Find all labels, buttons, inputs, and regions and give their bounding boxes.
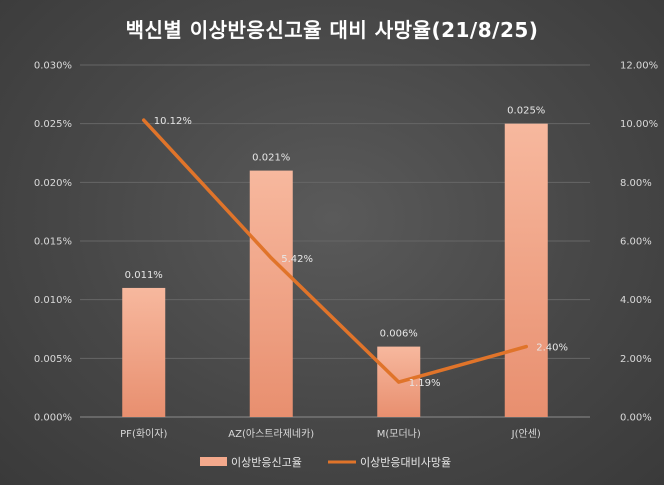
legend-label: 이상반응신고율 (231, 456, 302, 469)
y-left-tick-label: 0.030% (34, 61, 72, 72)
y-left-tick-label: 0.005% (34, 354, 72, 365)
y-right-tick-label: 10.00% (620, 119, 658, 130)
y-right-tick-label: 0.00% (620, 413, 652, 424)
y-left-tick-label: 0.015% (34, 237, 72, 248)
line-data-label: 1.19% (409, 378, 441, 389)
x-tick-label: PF(화이자) (120, 428, 167, 440)
y-left-tick-label: 0.000% (34, 413, 72, 424)
line-point (269, 256, 273, 260)
y-right-tick-label: 8.00% (620, 178, 652, 189)
line-point (397, 380, 401, 384)
bar-data-label: 0.021% (252, 153, 290, 164)
legend-label: 이상반응대비사망율 (360, 456, 451, 469)
y-left-tick-label: 0.010% (34, 295, 72, 306)
bar-data-label: 0.025% (507, 106, 545, 117)
line-data-label: 2.40% (536, 343, 568, 354)
bar-data-label: 0.011% (125, 270, 163, 281)
y-right-tick-label: 6.00% (620, 237, 652, 248)
y-left-tick-label: 0.025% (34, 119, 72, 130)
y-left-tick-label: 0.020% (34, 178, 72, 189)
x-tick-label: J(안센) (511, 428, 541, 440)
bar (122, 287, 166, 417)
y-right-tick-label: 4.00% (620, 295, 652, 306)
x-tick-label: AZ(아스트라제네카) (228, 428, 314, 440)
line-data-label: 5.42% (281, 254, 313, 265)
line-point (524, 345, 528, 349)
bar (504, 123, 548, 418)
chart-title: 백신별 이상반응신고율 대비 사망율(21/8/25) (125, 18, 539, 42)
line-point (142, 118, 146, 122)
bar-data-label: 0.006% (380, 329, 418, 340)
y-right-tick-label: 12.00% (620, 61, 658, 72)
bar (249, 170, 293, 417)
line-series (142, 118, 528, 384)
legend-swatch-bar (200, 457, 227, 466)
x-tick-label: M(모더나) (377, 428, 421, 440)
line-data-label: 10.12% (154, 116, 192, 127)
y-right-tick-label: 2.00% (620, 354, 652, 365)
